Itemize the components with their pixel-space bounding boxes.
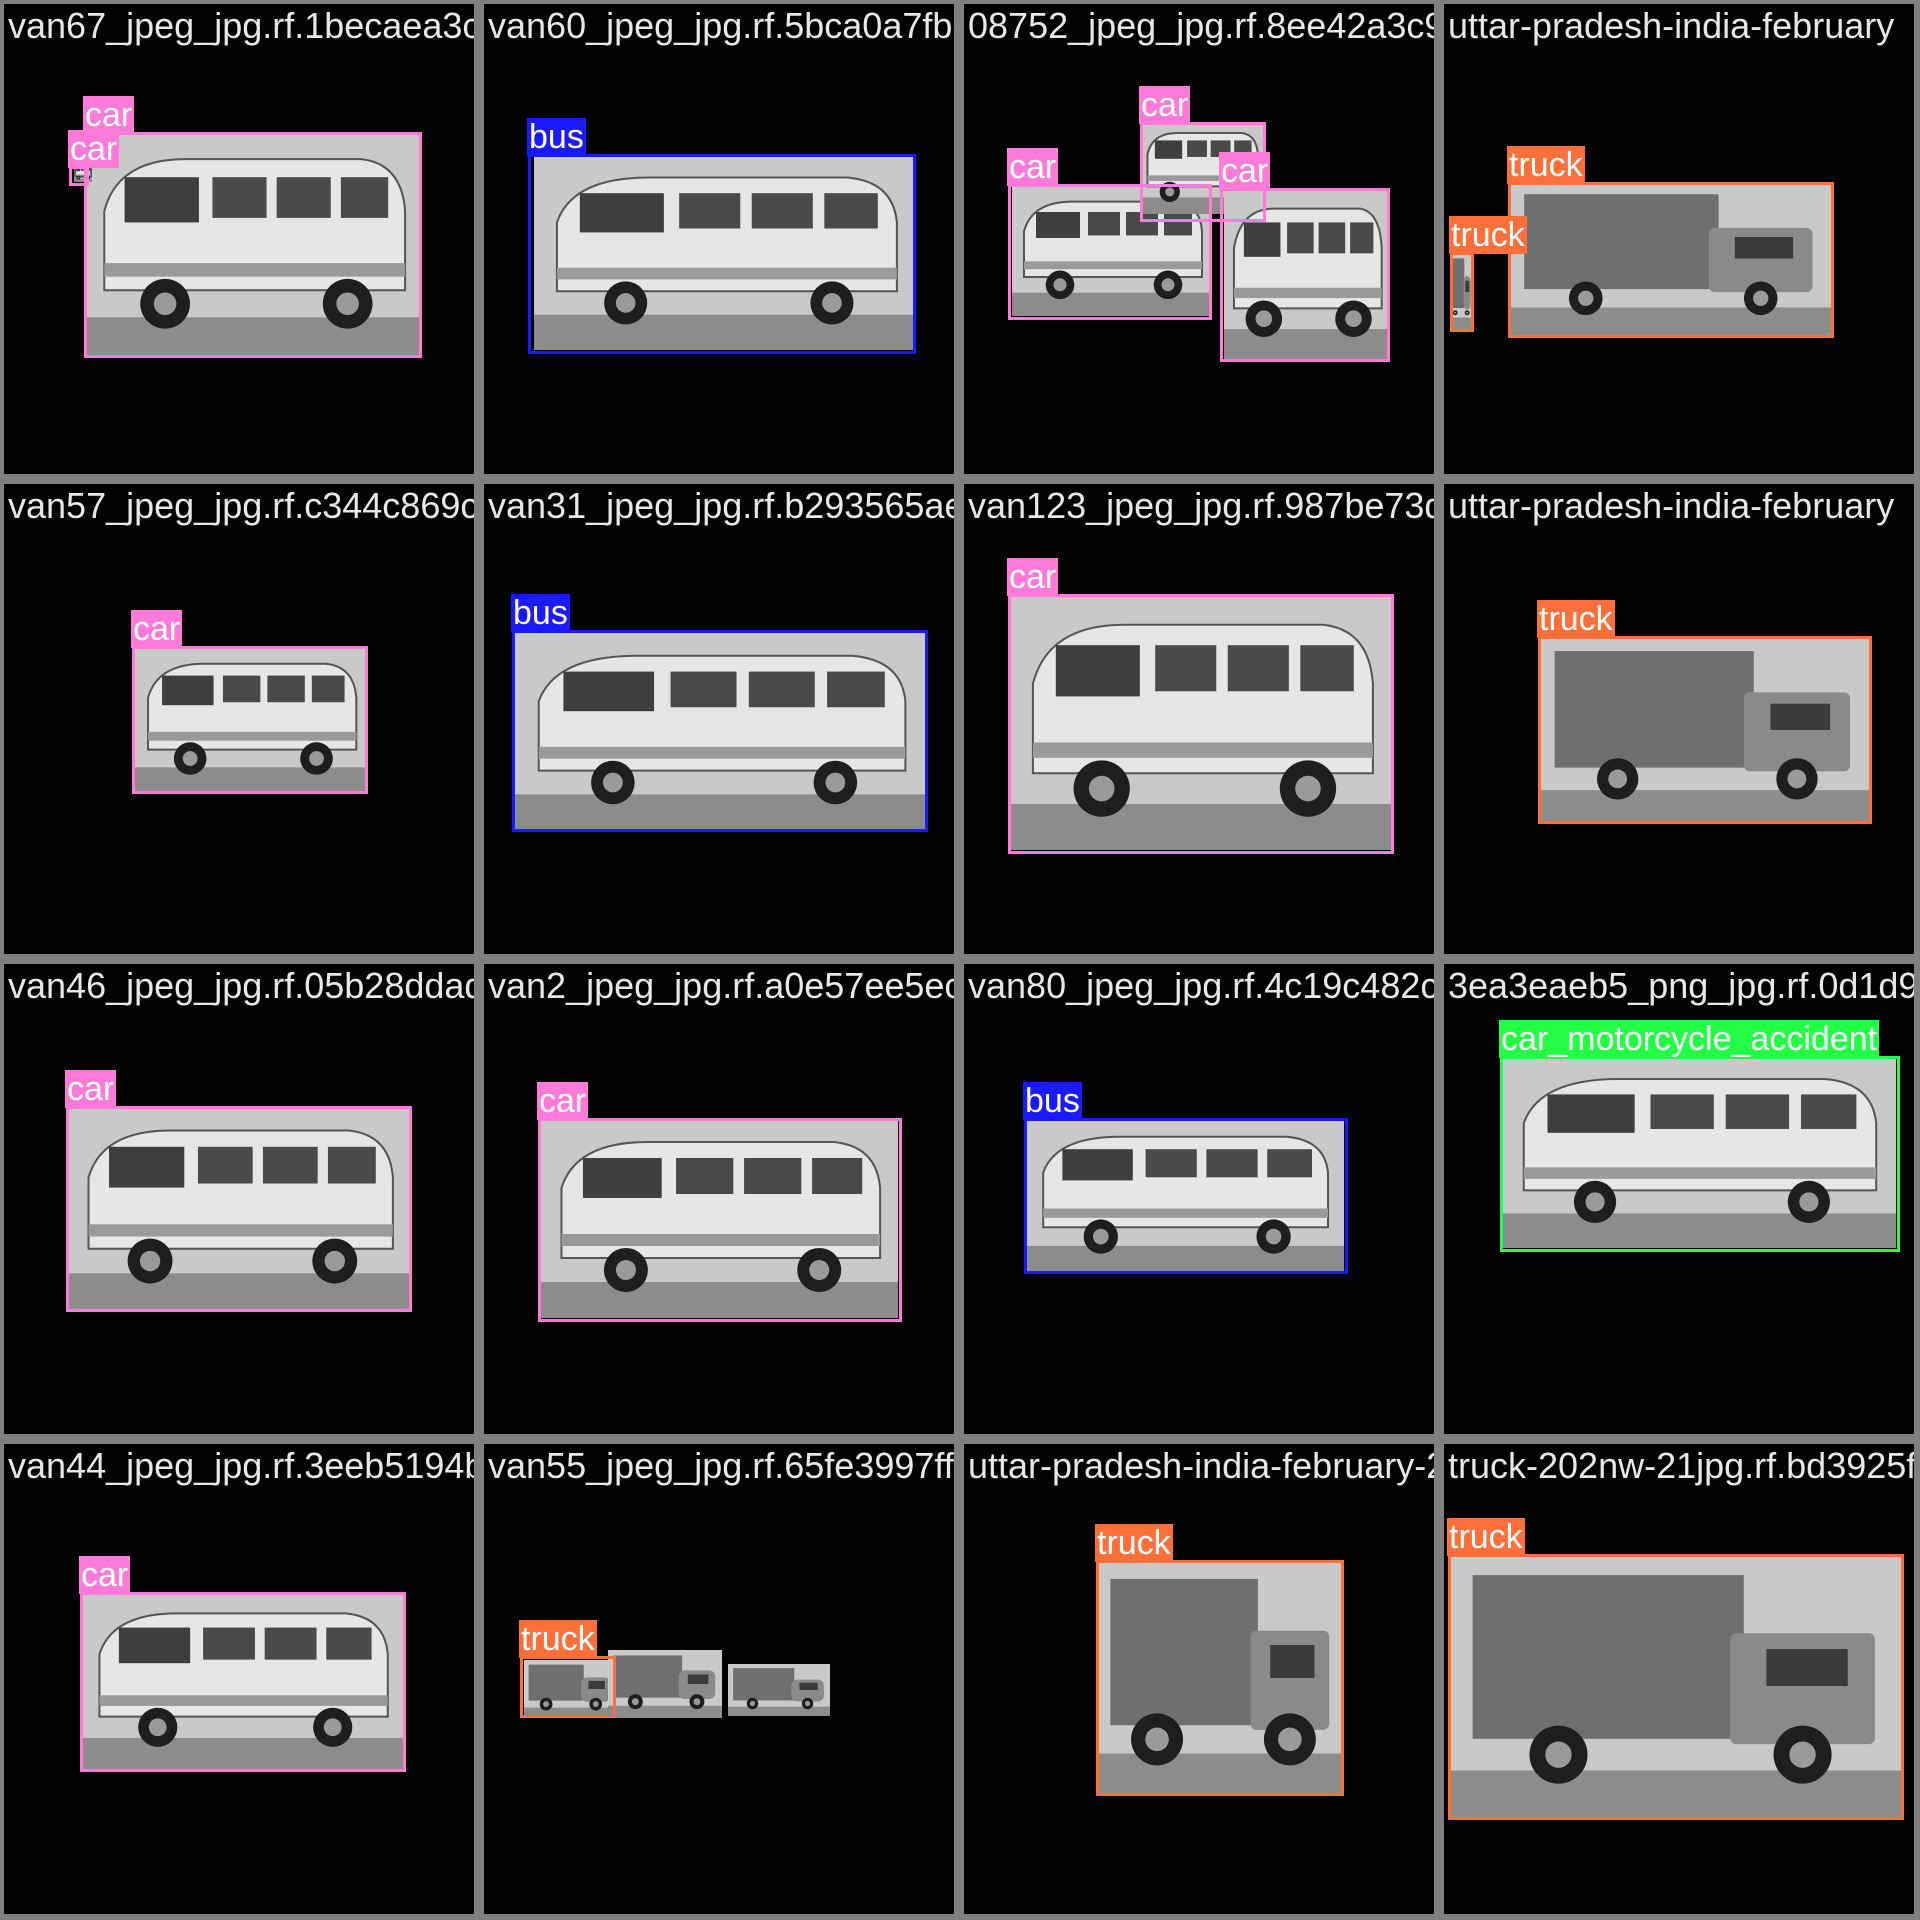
tile-filename: van55_jpeg_jpg.rf.65fe3997ff80a5ded8d8 bbox=[488, 1448, 954, 1484]
mosaic-tile: van67_jpeg_jpg.rf.1becaea3cda320baa47f5a… bbox=[4, 4, 474, 474]
detection-box bbox=[132, 646, 368, 794]
detection-box bbox=[512, 630, 928, 832]
detection-label: car bbox=[1219, 152, 1270, 190]
mosaic-tile: 08752_jpeg_jpg.rf.8ee42a3c972c2b37e768cd… bbox=[964, 4, 1434, 474]
mosaic-tile: van46_jpeg_jpg.rf.05b28ddad827d7cbf3a699… bbox=[4, 964, 474, 1434]
detection-box bbox=[84, 132, 422, 358]
detection-label: truck bbox=[1447, 1518, 1525, 1556]
detection-label: truck bbox=[1449, 216, 1527, 254]
detection-label: car bbox=[131, 610, 182, 648]
detection-box bbox=[1538, 636, 1872, 824]
detection-box bbox=[1008, 594, 1394, 854]
tile-filename: 3ea3eaeb5_png_jpg.rf.0d1d9c bbox=[1448, 968, 1914, 1004]
tile-filename: van123_jpeg_jpg.rf.987be73dd09f0de8874 bbox=[968, 488, 1434, 524]
detection-box bbox=[1508, 182, 1834, 338]
detection-label: truck bbox=[1095, 1524, 1173, 1562]
detection-box bbox=[66, 1106, 412, 1312]
detection-label: bus bbox=[1023, 1082, 1082, 1120]
tile-filename: van60_jpeg_jpg.rf.5bca0a7fbc87f5285ea5f8… bbox=[488, 8, 954, 44]
tile-filename: van80_jpeg_jpg.rf.4c19c482c5fe9369b5cf99 bbox=[968, 968, 1434, 1004]
detection-label: car bbox=[83, 96, 134, 134]
detection-box bbox=[1096, 1560, 1344, 1796]
detection-box bbox=[1448, 1554, 1904, 1820]
mosaic-tile: uttar-pradesh-india-february truck truck bbox=[1444, 4, 1914, 474]
tile-filename: van57_jpeg_jpg.rf.c344c869cda832pdfb1b9c bbox=[8, 488, 474, 524]
tile-filename: van2_jpeg_jpg.rf.a0e57ee5ec90f1e03f335 bbox=[488, 968, 954, 1004]
detection-label: car bbox=[1007, 558, 1058, 596]
tile-filename: van31_jpeg_jpg.rf.b293565ae7d0242f39e2c5 bbox=[488, 488, 954, 524]
tile-filename: van67_jpeg_jpg.rf.1becaea3cda320baa47f5a… bbox=[8, 8, 474, 44]
tile-filename: uttar-pradesh-india-february-27-2021 bbox=[968, 1448, 1434, 1484]
mosaic-tile: van80_jpeg_jpg.rf.4c19c482c5fe9369b5cf99… bbox=[964, 964, 1434, 1434]
detection-label: bus bbox=[527, 118, 586, 156]
detection-label: car bbox=[1007, 148, 1058, 186]
tile-filename: 08752_jpeg_jpg.rf.8ee42a3c972c2b37e768cd bbox=[968, 8, 1434, 44]
mosaic-tile: van123_jpeg_jpg.rf.987be73dd09f0de8874ca… bbox=[964, 484, 1434, 954]
tile-filename: uttar-pradesh-india-february bbox=[1448, 8, 1894, 44]
detection-box bbox=[1450, 252, 1474, 332]
detection-label: truck bbox=[1507, 146, 1585, 184]
mosaic-tile: van44_jpeg_jpg.rf.3eeb5194b7d056969c8402… bbox=[4, 1444, 474, 1914]
mosaic-tile: van57_jpeg_jpg.rf.c344c869cda832pdfb1b9c… bbox=[4, 484, 474, 954]
mosaic-tile: uttar-pradesh-india-february truck bbox=[1444, 484, 1914, 954]
mosaic-tile: truck-202nw-21jpg.rf.bd3925f9 truck bbox=[1444, 1444, 1914, 1914]
tile-filename: van44_jpeg_jpg.rf.3eeb5194b7d056969c8402 bbox=[8, 1448, 474, 1484]
tile-filename: uttar-pradesh-india-february bbox=[1448, 488, 1894, 524]
mosaic-tile: uttar-pradesh-india-february-27-2021 truc… bbox=[964, 1444, 1434, 1914]
mosaic-tile: van31_jpeg_jpg.rf.b293565ae7d0242f39e2c5… bbox=[484, 484, 954, 954]
detection-label: car bbox=[65, 1070, 116, 1108]
detection-label: bus bbox=[511, 594, 570, 632]
detection-label: car bbox=[537, 1082, 588, 1120]
vehicle-photo bbox=[728, 1664, 830, 1716]
detection-box bbox=[80, 1592, 406, 1772]
mosaic-tile: 3ea3eaeb5_png_jpg.rf.0d1d9c car_motorcycl… bbox=[1444, 964, 1914, 1434]
detection-label: car bbox=[1139, 86, 1190, 124]
detection-label: truck bbox=[1537, 600, 1615, 638]
detection-label: car bbox=[79, 1556, 130, 1594]
detection-box bbox=[520, 1656, 616, 1718]
mosaic-tile: van2_jpeg_jpg.rf.a0e57ee5ec90f1e03f335ca… bbox=[484, 964, 954, 1434]
detection-box bbox=[528, 154, 916, 354]
detection-box bbox=[1024, 1118, 1348, 1274]
detection-box bbox=[1500, 1056, 1900, 1252]
tile-filename: van46_jpeg_jpg.rf.05b28ddad827d7cbf3a699 bbox=[8, 968, 474, 1004]
detection-box bbox=[1220, 188, 1390, 362]
detection-box bbox=[538, 1118, 902, 1322]
vehicle-photo bbox=[608, 1650, 722, 1718]
detection-label: truck bbox=[519, 1620, 597, 1658]
detection-label: car bbox=[68, 130, 119, 168]
mosaic-tile: van55_jpeg_jpg.rf.65fe3997ff80a5ded8d8tr… bbox=[484, 1444, 954, 1914]
detection-box bbox=[69, 166, 89, 186]
detection-label: car_motorcycle_accident bbox=[1499, 1020, 1879, 1058]
tile-filename: truck-202nw-21jpg.rf.bd3925f9 bbox=[1448, 1448, 1914, 1484]
mosaic-tile: van60_jpeg_jpg.rf.5bca0a7fbc87f5285ea5f8… bbox=[484, 4, 954, 474]
